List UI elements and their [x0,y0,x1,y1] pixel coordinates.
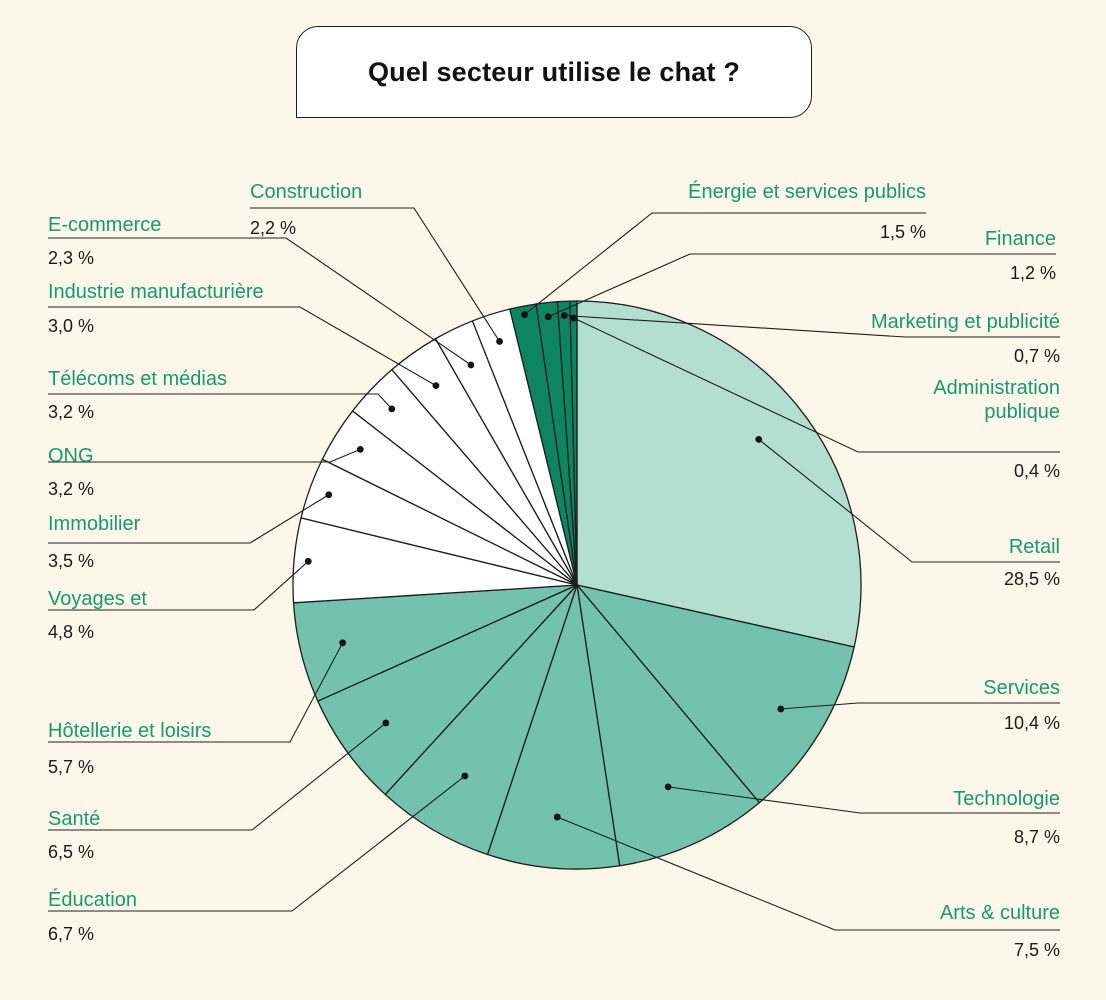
slice-label-marketing-et-publicite: Marketing et publicité [871,311,1060,333]
slice-value-marketing-et-publicite: 0,7 % [1014,346,1060,366]
slice-value-immobilier: 3,5 % [48,551,94,571]
pie-slice-sante [317,584,578,796]
leader-line [548,253,1056,318]
slice-value-services: 10,4 % [1004,713,1060,733]
leader-dot [560,312,568,319]
leader-line [48,237,472,366]
slice-value-arts-culture: 7,5 % [1014,940,1060,960]
pie-slice-administration-publique [569,300,578,586]
leader-dot [553,813,561,821]
slice-label-arts-culture: Arts & culture [940,902,1060,924]
leader-line [48,775,466,912]
slice-value-voyages-et: 4,8 % [48,622,94,642]
slice-value-e-commerce: 2,3 % [48,248,94,268]
pie-slice-retail [576,300,862,648]
pie-slice-services [576,584,855,804]
leader-line [48,560,309,611]
slice-label-retail: Retail [1009,536,1060,558]
slice-label-hotellerie-et-loisirs: Hôtellerie et loisirs [48,720,211,742]
leader-dot [777,705,785,713]
slice-label-administration-publique: Administration publique [933,377,1060,423]
pie-slice-technologie [576,584,761,867]
slice-label-finance: Finance [985,228,1056,250]
leader-line [780,702,1060,710]
slice-value-finance: 1,2 % [1010,263,1056,283]
slice-label-sante: Santé [48,808,100,830]
slice-label-energie-et-services-publics: Énergie et services publics [688,180,926,203]
slice-value-energie-et-services-publics: 1,5 % [880,222,926,242]
slice-value-sante: 6,5 % [48,842,94,862]
slice-label-industrie-manufacturiere: Industrie manufacturière [48,281,264,303]
leader-line [573,317,1060,453]
slice-label-ong: ONG [48,445,94,467]
leader-line [48,494,330,544]
leader-line [48,448,361,463]
chart-title: Quel secteur utilise le chat ? [367,56,741,87]
leader-line [557,816,1060,931]
slice-label-immobilier: Immobilier [48,513,141,535]
slice-value-industrie-manufacturiere: 3,0 % [48,316,94,336]
leader-line [524,212,926,315]
slice-value-administration-publique: 0,4 % [1014,461,1060,481]
slice-label-construction: Construction [250,181,362,203]
slice-labels: Retail 28,5 % Services 10,4 % Technologie 8,7… [48,180,1060,960]
leader-dot [664,783,672,791]
leader-line [758,438,1060,563]
slice-value-hotellerie-et-loisirs: 5,7 % [48,757,94,777]
slice-label-technologie: Technologie [953,788,1060,810]
chart-title-box: Quel secteur utilise le chat ? [296,26,812,118]
pie-slice-education [384,584,578,856]
leader-line [48,722,387,831]
pie-slice-arts-culture [486,584,621,870]
slice-label-voyages-et: Voyages et [48,588,147,610]
leader-line [564,314,1060,338]
leader-dot [339,639,347,647]
leader-line [48,642,344,743]
slice-value-construction: 2,2 % [250,218,296,238]
leader-lines [48,207,1060,931]
slice-label-telecoms-et-medias: Télécoms et médias [48,368,227,390]
slice-value-ong: 3,2 % [48,479,94,499]
slice-value-retail: 28,5 % [1004,569,1060,589]
slice-label-services: Services [983,677,1060,699]
leader-line [668,786,1060,814]
leader-line [250,207,501,342]
leader-line [48,306,437,387]
slice-label-education: Éducation [48,888,137,911]
slice-value-telecoms-et-medias: 3,2 % [48,402,94,422]
slice-value-education: 6,7 % [48,924,94,944]
pie-slices [292,300,862,870]
slice-value-technologie: 8,7 % [1014,827,1060,847]
slice-label-e-commerce: E-commerce [48,214,161,236]
leader-line [48,393,393,410]
